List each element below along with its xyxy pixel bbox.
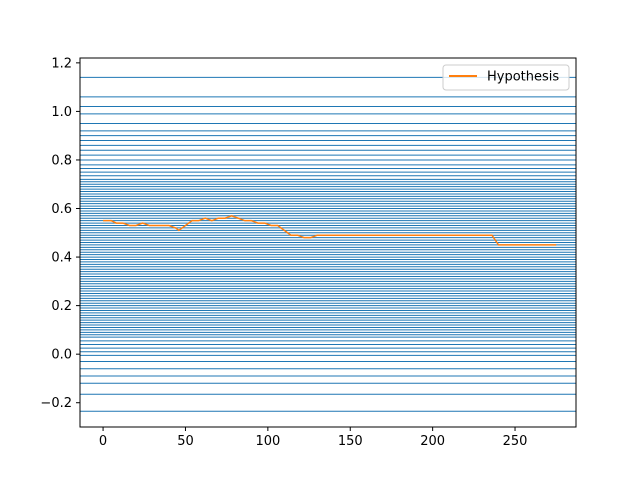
legend-box [442, 64, 570, 91]
x-tick-label-0: 0 [99, 434, 107, 449]
x-tick-label-4: 200 [420, 434, 445, 449]
series-line-0 [103, 215, 557, 246]
y-tick-label-5: 0.8 [51, 153, 72, 168]
legend: Hypothesis [442, 64, 570, 91]
horizontal-lines-group [80, 76, 576, 412]
y-tick-label-4: 0.6 [51, 202, 72, 217]
x-tick-label-3: 150 [338, 434, 363, 449]
y-tick-label-7: 1.2 [51, 56, 72, 71]
x-tick-label-1: 50 [177, 434, 194, 449]
y-axis: −0.2 0.0 0.2 0.4 0.6 0.8 1.0 1.2 [40, 56, 80, 411]
x-tick-label-2: 100 [255, 434, 280, 449]
y-tick-label-0: −0.2 [40, 396, 72, 411]
y-tick-label-1: 0.0 [51, 348, 72, 363]
x-axis: 0 50 100 150 200 250 [99, 427, 528, 449]
x-tick-label-5: 250 [503, 434, 528, 449]
y-tick-label-3: 0.4 [51, 251, 72, 266]
plot-frame [79, 57, 577, 428]
y-tick-label-2: 0.2 [51, 299, 72, 314]
y-tick-label-6: 1.0 [51, 105, 72, 120]
series-group [103, 215, 557, 246]
legend-label: Hypothesis [487, 70, 559, 85]
